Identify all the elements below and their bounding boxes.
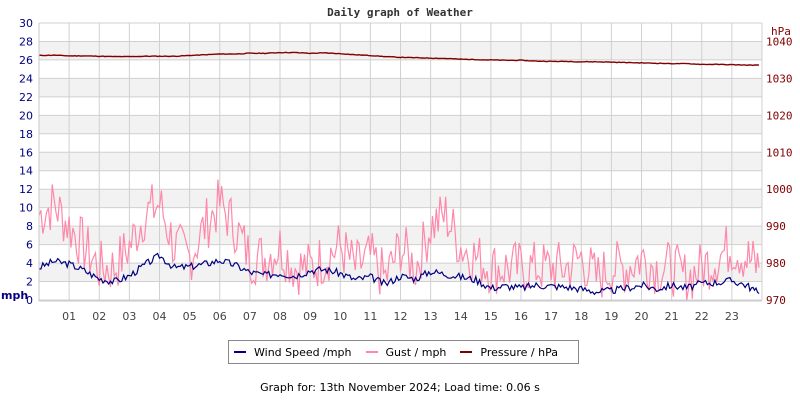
- x-tick-label: 20: [635, 310, 649, 323]
- right-tick-label: 970: [766, 294, 786, 307]
- legend-item-wind-speed: Wind Speed /mph: [234, 346, 352, 359]
- left-tick-label: 22: [19, 91, 33, 104]
- left-tick-label: 2: [26, 276, 33, 289]
- x-tick-label: 07: [243, 310, 257, 323]
- wind-speed-series-line: [38, 252, 760, 296]
- x-tick-label: 18: [574, 310, 588, 323]
- left-tick-label: 30: [19, 17, 33, 30]
- x-tick-label: 10: [333, 310, 347, 323]
- right-tick-label: 990: [766, 220, 786, 233]
- legend-item-gust: Gust / mph: [365, 345, 447, 359]
- legend-label: Gust / mph: [385, 345, 447, 359]
- left-tick-label: 24: [19, 72, 33, 85]
- right-tick-label: 980: [766, 257, 786, 270]
- right-axis-ticks: 970 980 990 1000 1010 1020 1030 1040: [766, 35, 793, 307]
- left-tick-label: 0: [26, 294, 33, 307]
- left-tick-label: 16: [19, 146, 33, 159]
- x-tick-label: 08: [273, 310, 287, 323]
- left-tick-label: 6: [26, 239, 33, 252]
- x-tick-label: 15: [484, 310, 498, 323]
- chart-title: Daily graph of Weather: [327, 6, 473, 19]
- left-tick-label: 12: [19, 183, 33, 196]
- left-tick-label: 8: [26, 220, 33, 233]
- x-tick-label: 14: [454, 310, 468, 323]
- right-tick-label: 1040: [766, 35, 793, 48]
- x-tick-label: 03: [122, 310, 136, 323]
- x-tick-label: 11: [363, 310, 377, 323]
- right-tick-label: 1030: [766, 72, 793, 85]
- legend-item-pressure: Pressure / hPa: [460, 346, 558, 359]
- left-tick-label: 18: [19, 128, 33, 141]
- x-tick-label: 19: [604, 310, 618, 323]
- x-axis-ticks: 01 02 03 04 05 06 07 08 09 10 11 12 13 14 15 16 17 18 19 20…: [62, 310, 739, 323]
- left-tick-label: 10: [19, 202, 33, 215]
- legend-label: Pressure / hPa: [480, 345, 558, 359]
- x-tick-label: 06: [213, 310, 227, 323]
- x-tick-label: 21: [665, 310, 679, 323]
- left-tick-label: 28: [19, 35, 33, 48]
- x-tick-label: 13: [424, 310, 438, 323]
- pressure-swatch-icon: [460, 351, 473, 353]
- gridlines: [38, 22, 763, 301]
- x-tick-label: 01: [62, 310, 76, 323]
- left-tick-label: 20: [19, 109, 33, 122]
- x-tick-label: 16: [514, 310, 528, 323]
- chart-legend: Wind Speed /mph Gust / mph Pressure / hP…: [228, 340, 579, 364]
- gust-swatch-icon: [365, 351, 378, 353]
- x-tick-label: 04: [153, 310, 167, 323]
- gust-series-line: [38, 179, 760, 301]
- x-tick-label: 05: [183, 310, 197, 323]
- legend-label: Wind Speed /mph: [254, 345, 352, 359]
- x-tick-label: 17: [544, 310, 558, 323]
- x-tick-label: 23: [725, 310, 739, 323]
- right-tick-label: 1000: [766, 183, 793, 196]
- right-axis-unit-label: hPa: [771, 25, 791, 38]
- left-tick-label: 14: [19, 165, 33, 178]
- wind-speed-swatch-icon: [234, 351, 246, 353]
- graph-footer: Graph for: 13th November 2024; Load time…: [260, 381, 540, 394]
- x-tick-label: 22: [695, 310, 709, 323]
- x-tick-label: 12: [394, 310, 408, 323]
- right-tick-label: 1020: [766, 109, 793, 122]
- left-tick-label: 4: [26, 257, 33, 270]
- left-tick-label: 26: [19, 54, 33, 67]
- left-axis-unit-label: mph: [1, 289, 28, 302]
- x-tick-label: 02: [92, 310, 106, 323]
- x-tick-label: 09: [303, 310, 317, 323]
- right-tick-label: 1010: [766, 146, 793, 159]
- pressure-series-line: [38, 51, 760, 67]
